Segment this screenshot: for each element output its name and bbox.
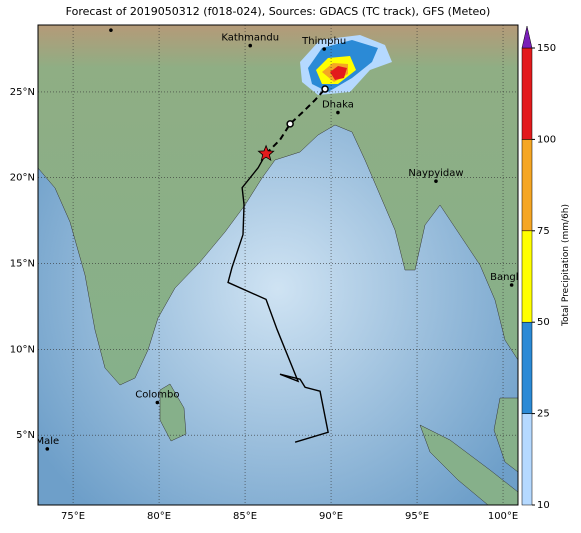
current-position	[257, 144, 275, 162]
city-label: Colombo	[135, 390, 179, 401]
lon-tick-label: 95°E	[405, 511, 429, 522]
lon-tick-label: 100°E	[488, 511, 518, 522]
lon-tick-label: 90°E	[319, 511, 343, 522]
forecast-point	[321, 85, 329, 93]
colorbar-tick-label: 10	[537, 500, 550, 511]
colorbar-label: Total Precipitation (mm/6h)	[561, 204, 571, 327]
lat-tick-label: 25°N	[10, 87, 35, 98]
city-label: Thimphu	[301, 36, 346, 47]
city-dot	[509, 283, 514, 287]
colorbar-segment	[521, 47, 533, 140]
title: Forecast of 2019050312 (f018-024), Sourc…	[66, 5, 491, 18]
lat-tick-label: 10°N	[10, 344, 35, 355]
lat-tick-label: 15°N	[10, 259, 35, 270]
city-label: Kathmandu	[221, 33, 279, 44]
colorbar-tick-label: 100	[537, 134, 556, 145]
city-dot	[45, 447, 50, 451]
colorbar-segment	[521, 321, 533, 414]
city-dot	[109, 28, 113, 32]
map: Kathmandu Thimphu Dhaka Naypyidaw Bangkok Col…	[35, 25, 533, 505]
city-dot	[322, 47, 326, 51]
land	[38, 25, 518, 386]
lon-tick-label: 85°E	[233, 511, 257, 522]
forecast-point	[286, 120, 294, 128]
sri-lanka	[159, 383, 187, 442]
city-label: Male	[35, 436, 59, 447]
colorbar-segment	[521, 230, 533, 323]
lat-tick-label: 20°N	[10, 173, 35, 184]
colorbar-tick-label: 75	[537, 226, 550, 237]
city-dot	[434, 179, 438, 183]
city-dot	[155, 400, 160, 405]
forecast-track	[265, 88, 326, 155]
city-label: Bangkok	[490, 272, 533, 283]
city-label: Naypyidaw	[408, 168, 463, 179]
colorbar-segment	[521, 413, 533, 506]
city-dot	[248, 43, 253, 48]
city-label: Dhaka	[322, 100, 354, 111]
colorbar-extension	[521, 25, 533, 49]
observed-track	[227, 153, 329, 443]
colorbar-tick-label: 150	[537, 43, 556, 54]
colorbar-tick-label: 50	[537, 317, 550, 328]
lat-tick-label: 5°N	[16, 430, 35, 441]
city-dot	[336, 110, 340, 115]
lon-tick-label: 80°E	[147, 511, 171, 522]
map-frame	[37, 24, 519, 506]
lon-tick-label: 75°E	[61, 511, 85, 522]
sumatra	[419, 424, 518, 505]
colorbar-tick-label: 25	[537, 409, 550, 420]
colorbar-segment	[521, 139, 533, 232]
